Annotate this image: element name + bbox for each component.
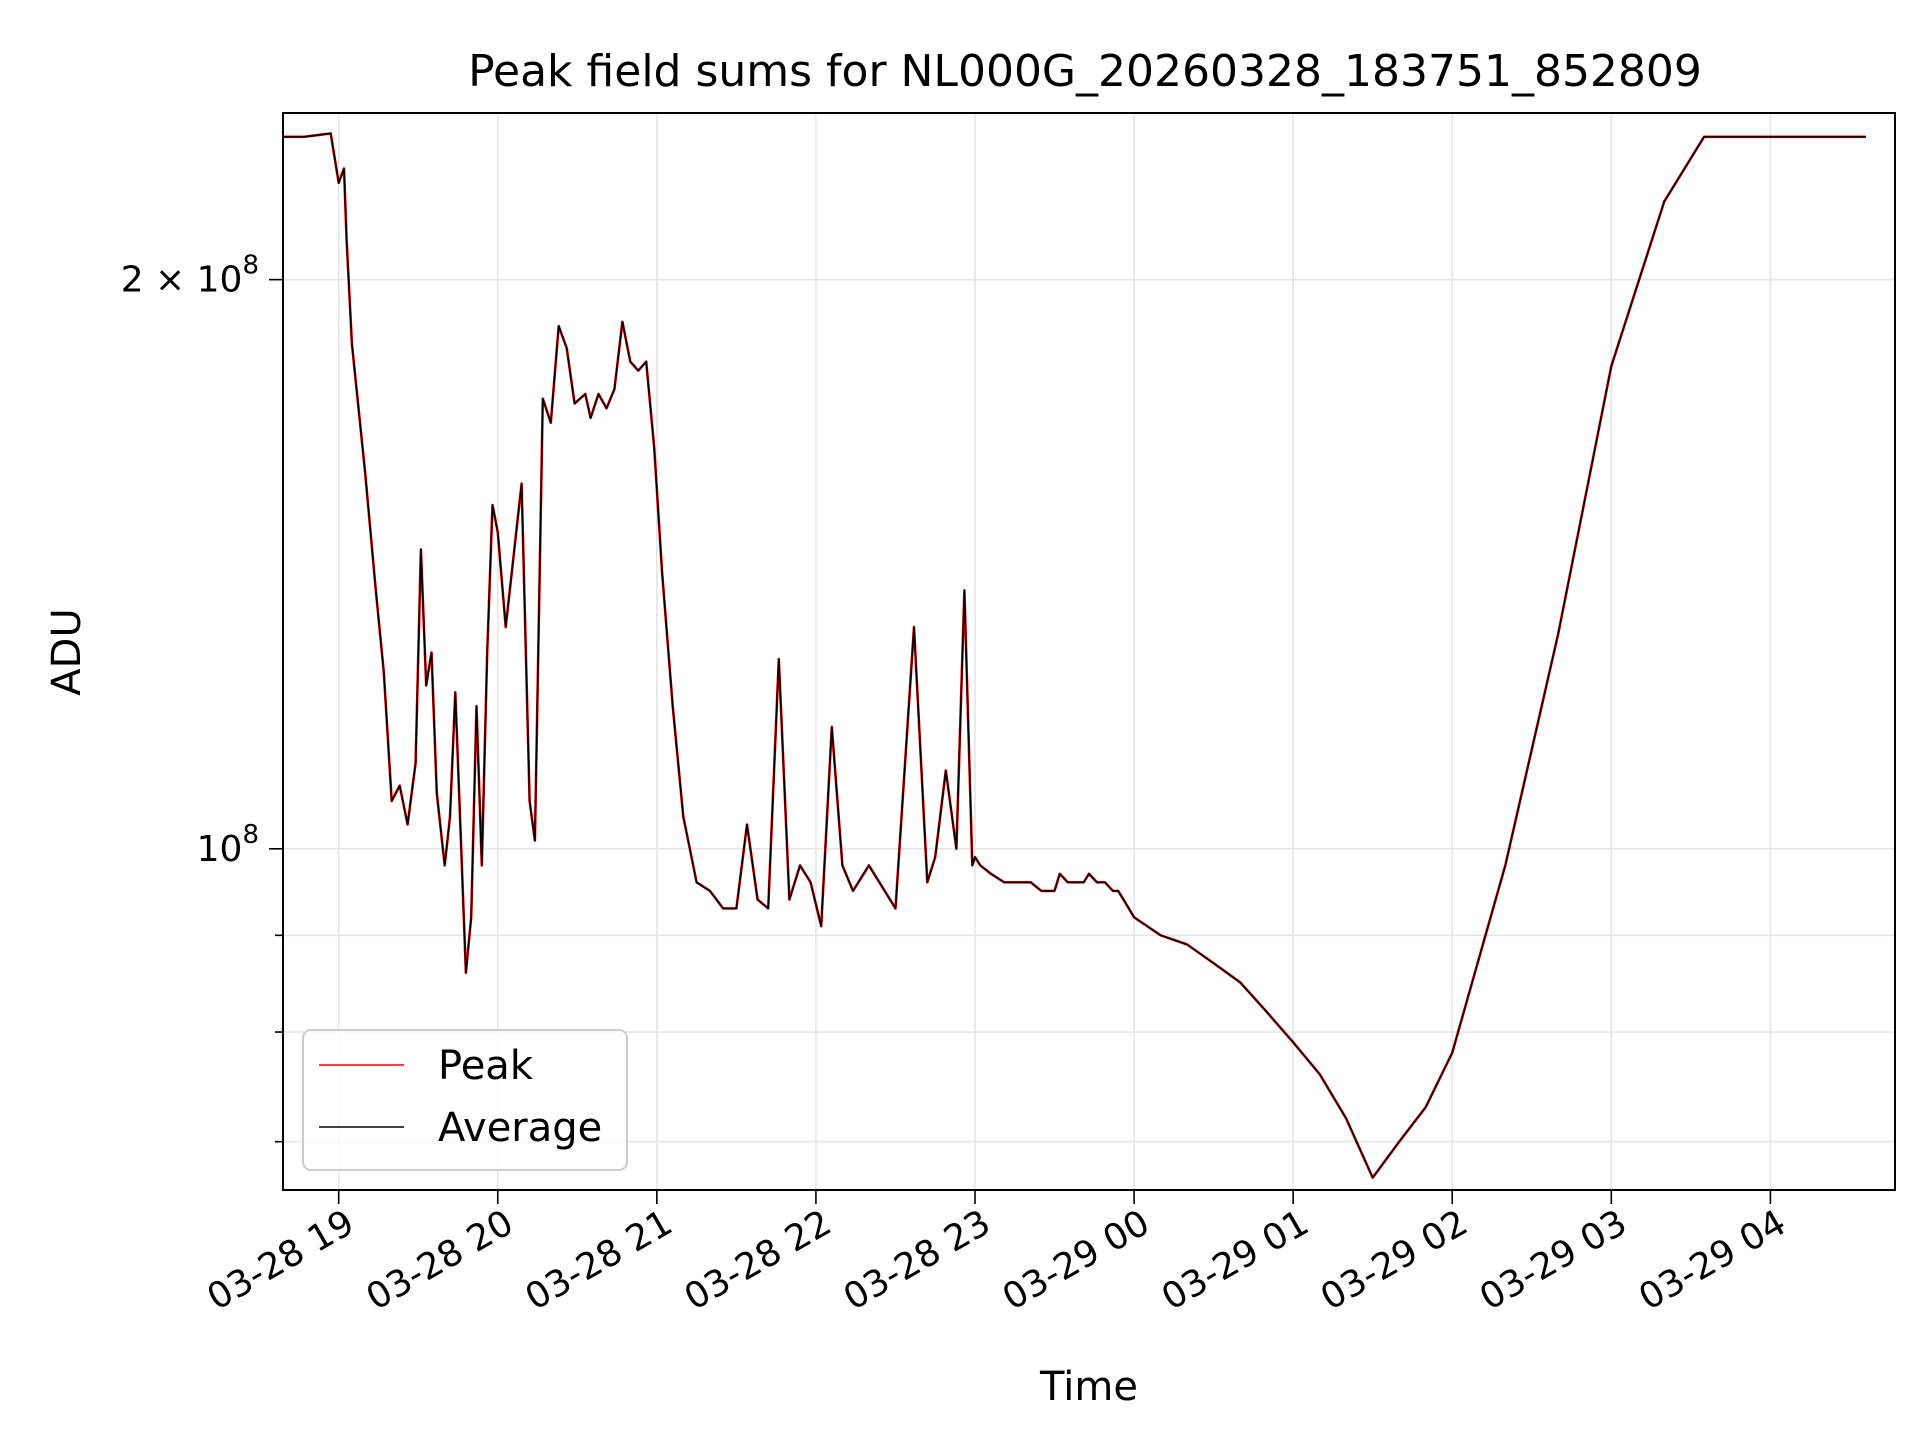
legend-label-average: Average — [438, 1105, 602, 1151]
x-tick-label: 03-29 03 — [1473, 1202, 1634, 1318]
x-tick-label: 03-28 21 — [519, 1202, 680, 1318]
y-tick-label: 108 — [197, 820, 259, 870]
series-line-peak — [283, 132, 1866, 1179]
x-axis-label: Time — [1039, 1364, 1138, 1410]
x-tick-label: 03-28 23 — [837, 1202, 998, 1318]
x-tick-label: 03-28 19 — [201, 1202, 362, 1318]
x-tick-label: 03-28 20 — [360, 1202, 521, 1318]
legend-label-peak: Peak — [438, 1043, 534, 1089]
y-tick-label: 2 × 108 — [121, 251, 259, 301]
plot-frame — [282, 112, 1896, 1191]
y-axis-label: ADU — [44, 608, 90, 695]
x-tick-label: 03-29 02 — [1314, 1202, 1475, 1318]
x-tick-label: 03-29 04 — [1632, 1202, 1793, 1318]
chart-title: Peak field sums for NL000G_20260328_1837… — [468, 46, 1702, 97]
x-tick-label: 03-29 00 — [996, 1202, 1157, 1318]
x-tick-label: 03-28 22 — [678, 1202, 839, 1318]
series-line-average — [283, 132, 1866, 1179]
x-tick-label: 03-29 01 — [1155, 1202, 1316, 1318]
legend: Peak Average — [302, 1029, 628, 1171]
series-layer — [283, 132, 1866, 1179]
